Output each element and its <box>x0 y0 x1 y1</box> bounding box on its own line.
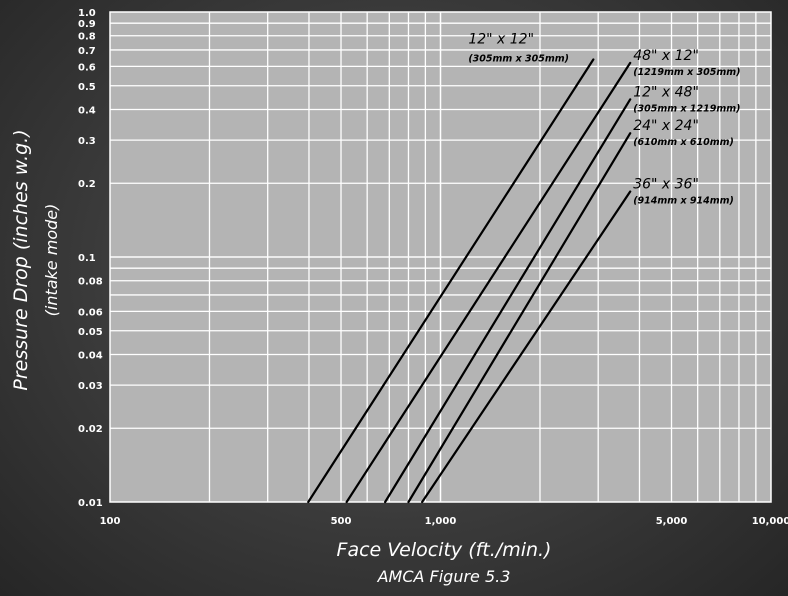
y-tick-label: 0.05 <box>78 327 103 338</box>
series-sublabel-3: (305mm x 1219mm) <box>633 103 740 114</box>
chart-caption: AMCA Figure 5.3 <box>377 567 511 586</box>
series-label-1: 12" x 12" <box>468 31 534 47</box>
x-tick-label: 500 <box>331 516 352 527</box>
y-tick-label: 0.6 <box>78 62 96 73</box>
y-tick-label: 0.1 <box>78 253 96 264</box>
series-line-4 <box>407 132 632 504</box>
y-tick-label: 0.02 <box>78 424 103 435</box>
x-tick-label: 10,000 <box>752 516 788 527</box>
y-axis-subtitle: (intake mode) <box>42 204 61 317</box>
y-tick-label: 0.2 <box>78 179 96 190</box>
series-lines <box>307 58 632 504</box>
series-label-3: 12" x 48" <box>633 84 699 100</box>
y-tick-label: 0.8 <box>78 32 96 43</box>
series-labels: 12" x 12" (305mm x 305mm) 48" x 12" (1219mm… <box>468 31 740 206</box>
series-line-3 <box>384 98 632 504</box>
y-tick-label: 0.03 <box>78 381 103 392</box>
series-label-2: 48" x 12" <box>633 48 699 64</box>
series-line-2 <box>345 61 632 504</box>
series-sublabel-1: (305mm x 305mm) <box>468 53 569 64</box>
y-tick-label: 0.5 <box>78 82 96 93</box>
horizontal-gridlines <box>110 22 771 429</box>
y-tick-label: 0.3 <box>78 136 96 147</box>
series-line-5 <box>421 190 632 504</box>
y-axis-title: Pressure Drop (inches w.g.) <box>10 129 32 390</box>
series-sublabel-5: (914mm x 914mm) <box>633 196 734 207</box>
y-tick-label: 0.04 <box>78 350 103 361</box>
x-axis-title: Face Velocity (ft./min.) <box>337 539 552 561</box>
y-tick-label: 0.9 <box>78 19 96 30</box>
y-tick-label: 0.08 <box>78 277 103 288</box>
y-tick-label: 0.4 <box>78 105 96 116</box>
series-sublabel-2: (1219mm x 305mm) <box>633 67 740 78</box>
y-tick-label: 0.01 <box>78 498 103 509</box>
x-tick-label: 100 <box>100 516 121 527</box>
series-sublabel-4: (610mm x 610mm) <box>633 137 734 148</box>
series-label-4: 24" x 24" <box>633 118 699 134</box>
series-line-1 <box>307 58 595 504</box>
y-tick-label: 0.06 <box>78 307 103 318</box>
x-tick-label: 5,000 <box>656 516 688 527</box>
plot-frame <box>109 11 772 503</box>
x-tick-label: 1,000 <box>425 516 457 527</box>
y-tick-labels: 0.01 0.02 0.03 0.04 0.05 0.06 0.08 0.1 0.2 0.3 0.4… <box>78 8 103 509</box>
y-tick-label: 1.0 <box>78 8 96 19</box>
y-tick-label: 0.7 <box>78 46 96 57</box>
series-label-5: 36" x 36" <box>633 177 699 193</box>
x-tick-labels: 100 500 1,000 5,000 10,000 <box>100 516 788 527</box>
